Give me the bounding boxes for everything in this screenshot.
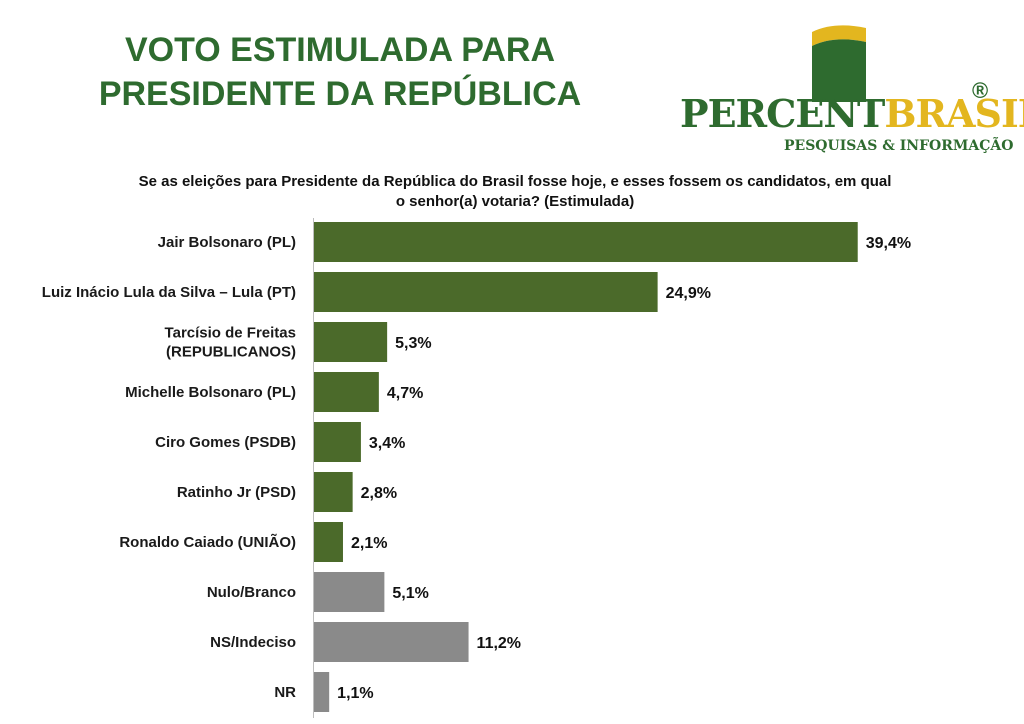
category-label-3-line-0: Michelle Bolsonaro (PL) (125, 384, 296, 401)
bar-3 (314, 372, 379, 412)
bar-8 (314, 622, 469, 662)
chart-title: VOTO ESTIMULADA PARA PRESIDENTE DA REPÚB… (60, 28, 620, 116)
bar-2 (314, 322, 388, 362)
category-label-2: Tarcísio de Freitas (REPUBLICANOS) (165, 325, 296, 361)
title-line-2: PRESIDENTE DA REPÚBLICA (98, 75, 582, 113)
category-label-3: Michelle Bolsonaro (PL) (125, 384, 296, 401)
category-label-7: Nulo/Branco (207, 584, 296, 601)
value-label-0: 39,4% (866, 235, 911, 252)
value-label-7: 5,1% (392, 585, 428, 602)
value-label-5: 2,8% (361, 485, 397, 502)
survey-question: Se as eleições para Presidente da Repúbl… (100, 172, 930, 212)
value-label-1: 24,9% (666, 285, 711, 302)
category-label-0: Jair Bolsonaro (PL) (158, 234, 296, 251)
category-label-2-line-1: (REPUBLICANOS) (166, 344, 296, 361)
bar-7 (314, 572, 385, 612)
logo-flag-icon (812, 25, 866, 102)
bar-4 (314, 422, 361, 462)
category-label-5: Ratinho Jr (PSD) (177, 484, 296, 501)
value-label-4: 3,4% (369, 435, 405, 452)
value-label-9: 1,1% (337, 685, 373, 702)
category-label-7-line-0: Nulo/Branco (207, 584, 296, 601)
category-label-0-line-0: Jair Bolsonaro (PL) (158, 234, 296, 251)
value-label-2: 5,3% (395, 335, 431, 352)
category-label-6: Ronaldo Caiado (UNIÃO) (119, 533, 296, 551)
question-line-1: Se as eleições para Presidente da Repúbl… (138, 173, 892, 190)
value-label-3: 4,7% (387, 385, 423, 402)
category-label-1: Luiz Inácio Lula da Silva – Lula (PT) (42, 284, 296, 301)
percentbrasil-logo: PERCENTBRASIL ® PESQUISAS & INFORMAÇÃO (680, 20, 1024, 154)
logo-subtitle: PESQUISAS & INFORMAÇÃO (784, 138, 1014, 154)
logo-word-brasil: BRASIL (884, 91, 1024, 136)
title-line-1: VOTO ESTIMULADA PARA (124, 31, 556, 69)
category-label-2-line-0: Tarcísio de Freitas (165, 325, 296, 342)
logo-word-percent: PERCENT (680, 91, 885, 136)
bar-6 (314, 522, 343, 562)
category-label-4-line-0: Ciro Gomes (PSDB) (155, 434, 296, 451)
logo-wordmark: PERCENTBRASIL (680, 92, 1024, 136)
bar-5 (314, 472, 353, 512)
value-label-6: 2,1% (351, 535, 387, 552)
registered-mark: ® (972, 78, 989, 103)
question-line-2: o senhor(a) votaria? (Estimulada) (395, 193, 635, 210)
bar-0 (314, 222, 858, 262)
category-label-8-line-0: NS/Indeciso (210, 634, 296, 651)
category-label-5-line-0: Ratinho Jr (PSD) (177, 484, 296, 501)
category-label-4: Ciro Gomes (PSDB) (155, 434, 296, 451)
category-label-8: NS/Indeciso (210, 634, 296, 651)
category-label-9-line-0: NR (274, 684, 296, 701)
category-label-6-line-0: Ronaldo Caiado (UNIÃO) (119, 533, 296, 551)
bar-9 (314, 672, 330, 712)
bar-1 (314, 272, 658, 312)
category-label-1-line-0: Luiz Inácio Lula da Silva – Lula (PT) (42, 284, 296, 301)
value-label-8: 11,2% (477, 635, 521, 652)
category-label-9: NR (274, 684, 296, 701)
